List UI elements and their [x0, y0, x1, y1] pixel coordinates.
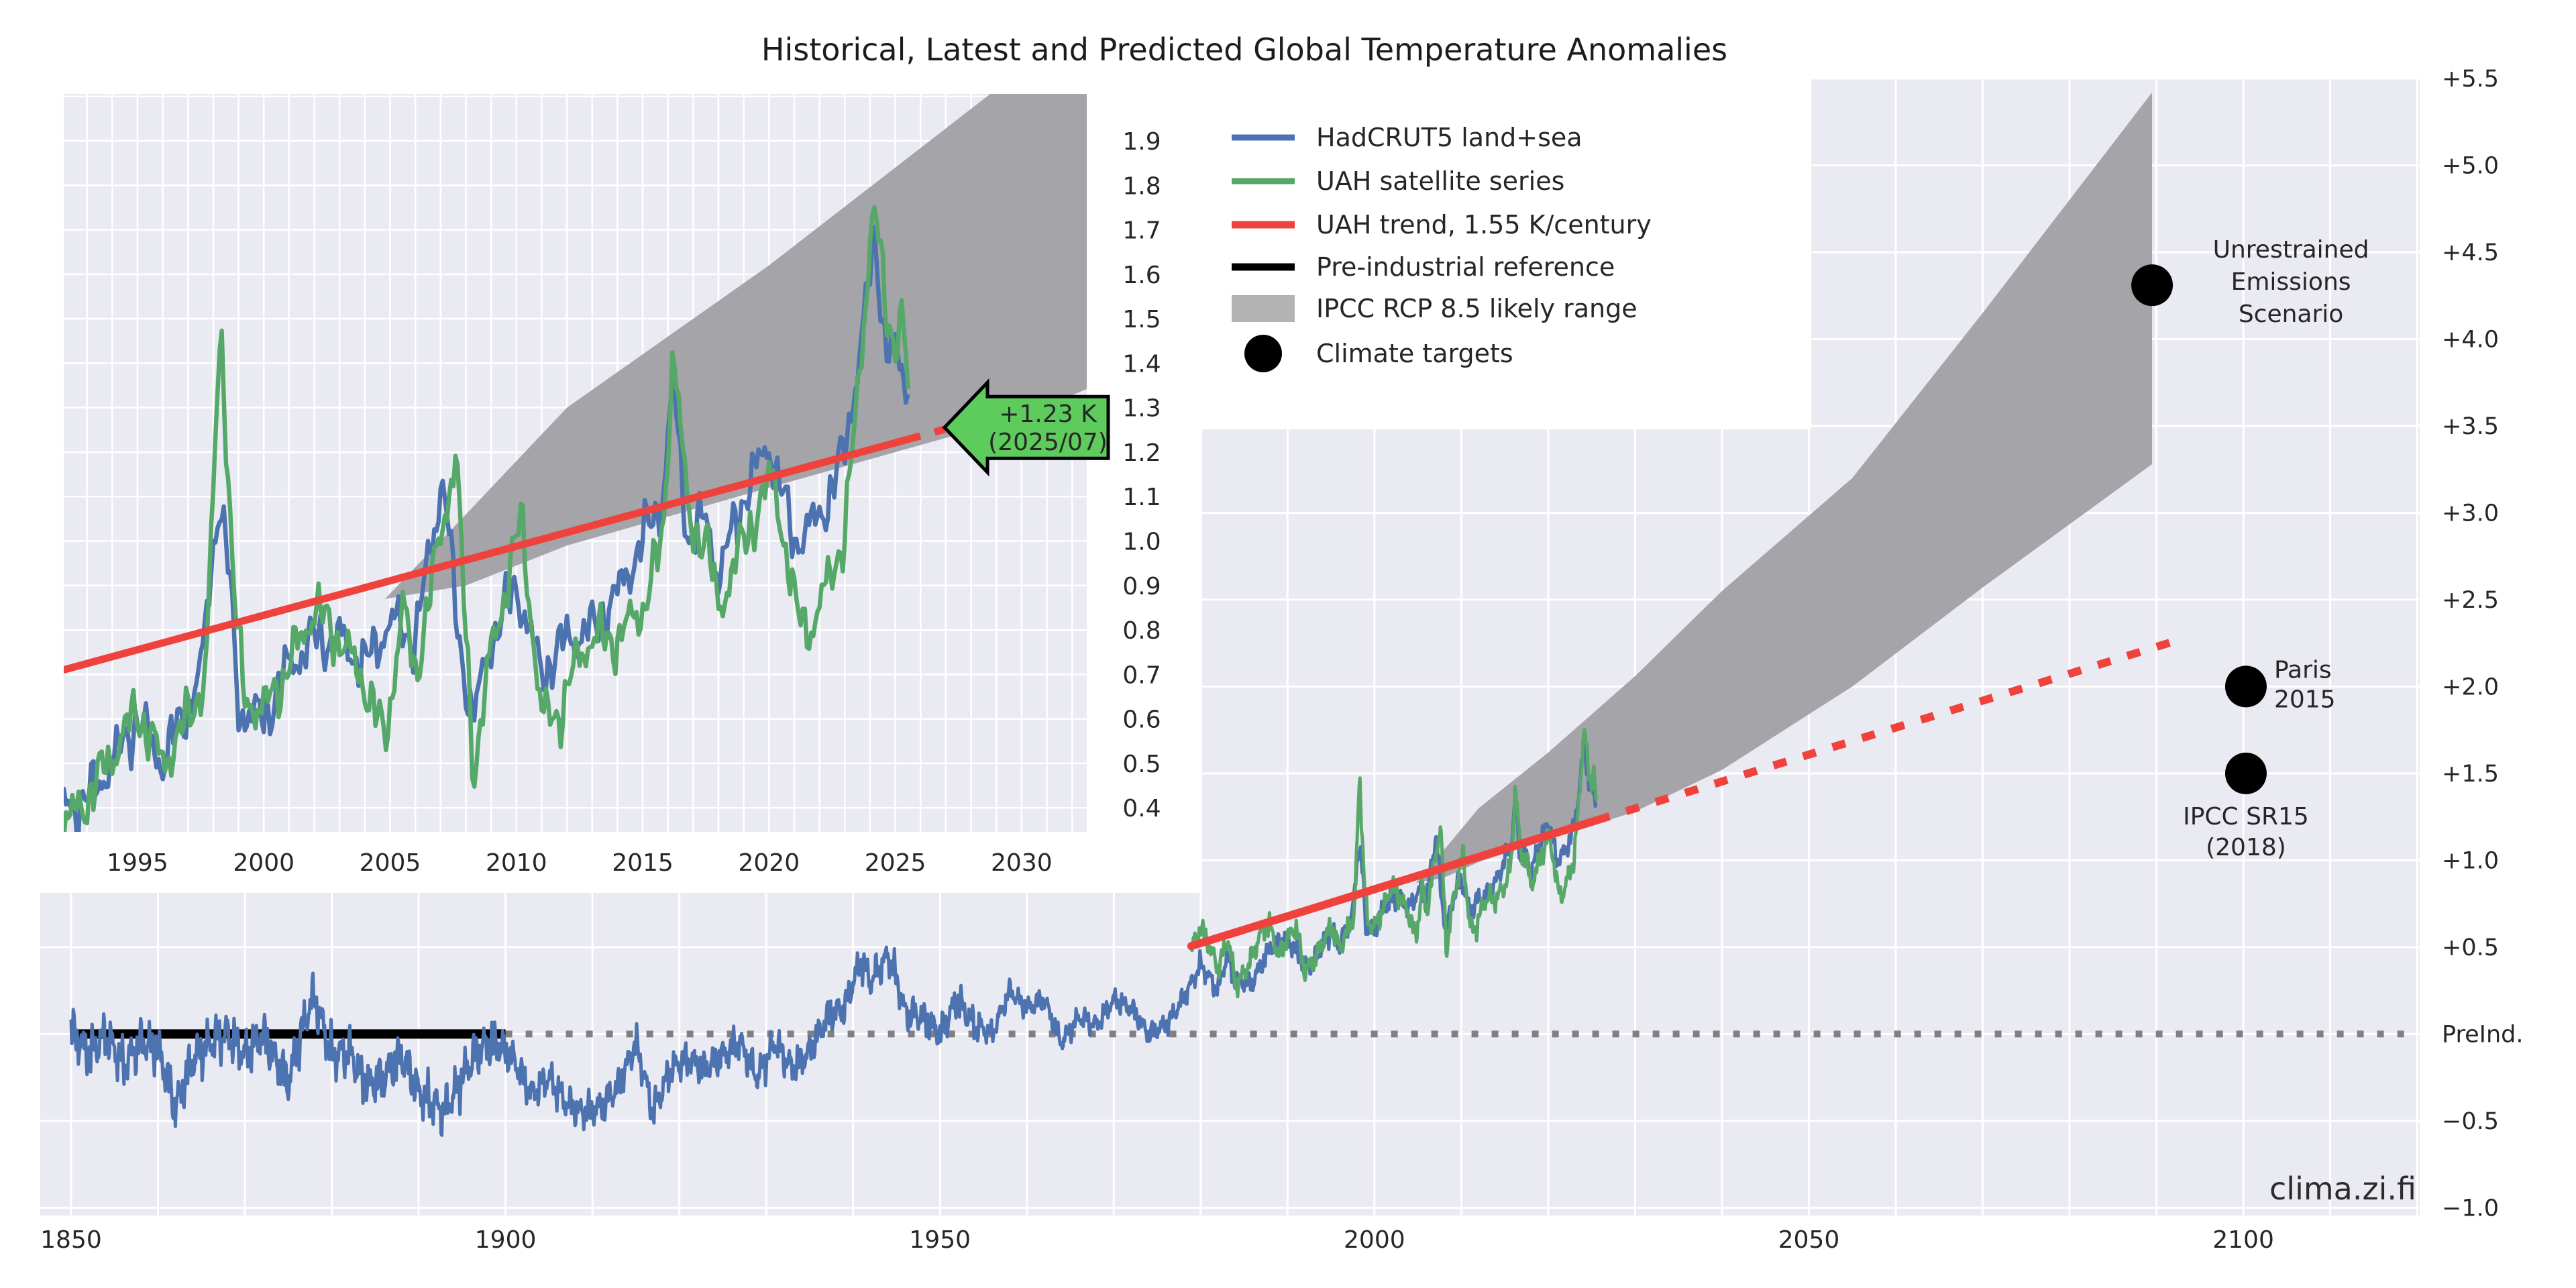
legend-item: Pre-industrial reference — [1232, 252, 1615, 282]
inset-x-tick-label: 2000 — [233, 849, 294, 877]
uah-trend-solid-main — [1187, 816, 1601, 951]
chart-title: Historical, Latest and Predicted Global … — [761, 32, 1727, 68]
climate-target-dot — [2131, 264, 2174, 307]
inset-x-tick-label: 1995 — [107, 849, 168, 877]
inset-x-tick-label: 2020 — [738, 849, 800, 877]
legend-label: UAH trend, 1.55 K/century — [1316, 210, 1652, 239]
uah-trend-dotted-inset — [908, 423, 955, 443]
legend-label: Pre-industrial reference — [1316, 252, 1615, 282]
inset-y-tick-label: 0.8 — [1122, 617, 1161, 645]
legend-label: IPCC RCP 8.5 likely range — [1316, 294, 1638, 323]
inset-y-tick-label: 1.2 — [1122, 439, 1161, 467]
inset-y-tick-label: 0.4 — [1122, 795, 1161, 822]
inset-y-tick-label: 1.3 — [1122, 395, 1161, 423]
legend-item: IPCC RCP 8.5 likely range — [1232, 294, 1638, 323]
right-y-tick-label: +3.0 — [2442, 500, 2499, 527]
hadcrut5-line-inset — [64, 225, 910, 832]
inset-y-tick-label: 1.8 — [1122, 172, 1161, 200]
target-label-line: IPCC SR15 — [2183, 803, 2309, 830]
right-y-tick-label: −0.5 — [2442, 1108, 2499, 1135]
inset-y-tick-label: 0.5 — [1122, 751, 1161, 778]
target-label-line: Emissions — [2231, 268, 2351, 296]
arrow-left-icon — [942, 378, 1110, 477]
climate-target-dot — [2224, 752, 2267, 794]
axis-labels: 1850 1900 1950 2000 2050 2100 +5.5 +5.0 +4.5 +4.0… — [40, 66, 2523, 1254]
legend-item: HadCRUT5 land+sea — [1232, 123, 1582, 152]
climate-target-label: Unrestrained Emissions Scenario — [2213, 236, 2369, 328]
target-label-line: Paris — [2274, 656, 2332, 684]
inset-chart-content — [64, 94, 1087, 832]
main-x-tick-label: 1950 — [909, 1226, 971, 1254]
legend-label: UAH satellite series — [1316, 166, 1564, 196]
inset-x-tick-label: 2025 — [865, 849, 926, 877]
annotation-date: (2025/07) — [988, 429, 1108, 456]
legend-label: Climate targets — [1316, 339, 1513, 368]
climate-target-label: IPCC SR15 (2018) — [2183, 803, 2309, 861]
rcp85-band — [1416, 92, 2153, 883]
inset-x-tick-label: 2005 — [360, 849, 421, 877]
right-y-tick-label: +4.5 — [2442, 239, 2499, 266]
inset-y-tick-label: 1.9 — [1122, 128, 1161, 156]
rcp85-band-inset — [385, 94, 1087, 599]
inset-y-tick-label: 1.1 — [1122, 484, 1161, 511]
inset-y-tick-label: 1.7 — [1122, 217, 1161, 245]
right-y-tick-label: +5.0 — [2442, 152, 2499, 179]
inset-y-tick-label: 1.4 — [1122, 350, 1161, 378]
inset-chart — [64, 94, 1087, 832]
right-y-tick-label: +5.5 — [2442, 66, 2499, 93]
main-x-tick-label: 2100 — [2212, 1226, 2274, 1254]
legend-patch-swatch — [1232, 295, 1295, 322]
main-chart-content — [69, 92, 2404, 1137]
right-y-tick-label: +0.5 — [2442, 934, 2499, 961]
right-y-tick-label: +2.5 — [2442, 587, 2499, 614]
target-label-line: (2018) — [2206, 834, 2286, 861]
legend-label: HadCRUT5 land+sea — [1316, 123, 1582, 152]
inset-y-tick-label: 0.7 — [1122, 661, 1161, 689]
target-label-line: 2015 — [2274, 686, 2336, 713]
target-label-line: Unrestrained — [2213, 236, 2369, 264]
legend-item: UAH trend, 1.55 K/century — [1232, 210, 1652, 239]
inset-x-tick-label: 2030 — [991, 849, 1053, 877]
inset-y-tick-label: 0.9 — [1122, 573, 1161, 600]
main-x-tick-label: 2000 — [1344, 1226, 1405, 1254]
inset-y-tick-label: 1.5 — [1122, 306, 1161, 333]
right-y-tick-label: PreInd. — [2442, 1021, 2524, 1048]
climate-target-dot — [2224, 665, 2267, 708]
right-y-tick-label: +3.5 — [2442, 413, 2499, 440]
main-x-tick-label: 2050 — [1778, 1226, 1840, 1254]
target-label-line: Scenario — [2239, 301, 2344, 328]
main-x-tick-label: 1850 — [40, 1226, 102, 1254]
inset-x-tick-label: 2010 — [486, 849, 547, 877]
uah-trend-solid-inset — [64, 435, 914, 674]
right-y-tick-label: +1.5 — [2442, 761, 2499, 788]
main-x-tick-label: 1900 — [475, 1226, 537, 1254]
legend-circle-swatch — [1244, 335, 1282, 372]
right-y-tick-label: +2.0 — [2442, 674, 2499, 700]
hadcrut5-line-main — [69, 736, 1598, 1137]
inset-y-tick-label: 1.0 — [1122, 529, 1161, 556]
right-y-tick-label: +4.0 — [2442, 326, 2499, 353]
annotation-value: +1.23 K — [999, 400, 1097, 428]
legend-item: UAH satellite series — [1232, 166, 1564, 196]
inset-y-tick-label: 1.6 — [1122, 262, 1161, 289]
right-y-tick-label: +1.0 — [2442, 847, 2499, 874]
latest-value-annotation: +1.23 K(2025/07) — [942, 378, 1110, 477]
uah-trend-projection-dotted — [1595, 635, 2184, 824]
chart-root: UnrestrainedEmissionsScenarioParis2015IP… — [40, 66, 2524, 1254]
watermark: clima.zi.fi — [2269, 1171, 2416, 1207]
legend-item: Climate targets — [1244, 335, 1513, 372]
legend-panel — [1202, 70, 1811, 429]
inset-y-tick-label: 0.6 — [1122, 706, 1161, 734]
right-y-tick-label: −1.0 — [2442, 1195, 2499, 1222]
legend: HadCRUT5 land+sea UAH satellite series UAH… — [1232, 123, 1652, 372]
inset-x-tick-label: 2015 — [612, 849, 674, 877]
